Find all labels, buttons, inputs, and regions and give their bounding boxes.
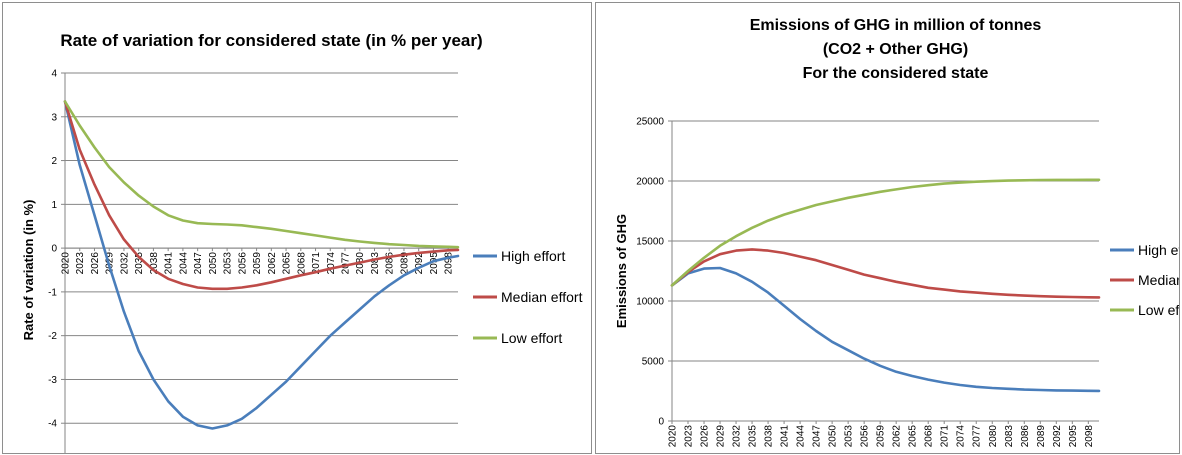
x-tick-label: 2047 — [193, 252, 204, 275]
x-tick-label: 2089 — [399, 252, 410, 275]
chart-panel-rate: Rate of variation for considered state (… — [2, 2, 592, 454]
y-axis-label: Emissions of GHG — [614, 214, 629, 328]
x-tick-label: 2065 — [908, 425, 919, 448]
legend-label-median: Median effort — [501, 289, 583, 305]
x-tick-label: 2080 — [988, 425, 999, 448]
y-tick-label: -1 — [48, 287, 57, 298]
x-tick-label: 2053 — [223, 252, 234, 275]
x-tick-label: 2068 — [296, 252, 307, 275]
x-tick-label: 2029 — [105, 252, 116, 275]
x-tick-label: 2065 — [282, 252, 293, 275]
y-tick-label: 0 — [51, 244, 57, 255]
x-tick-label: 2038 — [764, 425, 775, 448]
x-tick-label: 2086 — [385, 252, 396, 275]
x-tick-label: 2044 — [178, 252, 189, 275]
chart-title-line: For the considered state — [803, 65, 989, 82]
x-tick-label: 2077 — [972, 425, 983, 448]
x-tick-label: 2026 — [700, 425, 711, 448]
x-tick-label: 2050 — [208, 252, 219, 275]
legend-label-high: High effort — [501, 248, 565, 264]
x-tick-label: 2098 — [444, 252, 455, 275]
x-tick-label: 2068 — [924, 425, 935, 448]
x-tick-label: 2074 — [956, 425, 967, 448]
x-tick-label: 2098 — [1084, 425, 1095, 448]
y-tick-label: 5000 — [642, 357, 665, 368]
x-tick-label: 2044 — [796, 425, 807, 448]
legend-label-low: Low effort — [1138, 302, 1179, 318]
x-tick-label: 2059 — [876, 425, 887, 448]
y-tick-label: -3 — [48, 375, 57, 386]
chart-panel-emissions: Emissions of GHG in million of tonnes (CO… — [595, 2, 1180, 454]
legend-label-low: Low effort — [501, 330, 562, 346]
x-tick-label: 2062 — [892, 425, 903, 448]
x-tick-label: 2083 — [370, 252, 381, 275]
x-tick-label: 2032 — [119, 252, 130, 275]
x-tick-label: 2083 — [1004, 425, 1015, 448]
chart-title-line: (CO2 + Other GHG) — [823, 41, 968, 58]
y-tick-label: 0 — [658, 417, 664, 428]
x-tick-label: 2047 — [812, 425, 823, 448]
x-tick-label: 2041 — [164, 252, 175, 275]
x-tick-label: 2059 — [252, 252, 263, 275]
series-line-median — [63, 100, 460, 291]
x-tick-label: 2086 — [1020, 425, 1031, 448]
x-tick-label: 2071 — [311, 252, 322, 275]
x-tick-label: 2074 — [326, 252, 337, 275]
x-tick-label: 2077 — [341, 252, 352, 275]
x-tick-label: 2029 — [716, 425, 727, 448]
x-tick-label: 2020 — [668, 425, 679, 448]
rate-chart: Rate of variation for considered state (… — [21, 31, 583, 453]
emissions-chart: Emissions of GHG in million of tonnes (CO… — [614, 17, 1179, 448]
x-tick-label: 2035 — [134, 252, 145, 275]
x-tick-label: 2032 — [732, 425, 743, 448]
x-tick-label: 2053 — [844, 425, 855, 448]
x-tick-label: 2062 — [267, 252, 278, 275]
x-tick-label: 2089 — [1036, 425, 1047, 448]
y-tick-label: 1 — [51, 200, 57, 211]
x-tick-label: 2023 — [684, 425, 695, 448]
series-line-high — [63, 100, 460, 430]
x-tick-label: 2095 — [429, 252, 440, 275]
series-line-low — [670, 178, 1101, 287]
x-tick-label: 2035 — [748, 425, 759, 448]
x-tick-label: 2056 — [237, 252, 248, 275]
series-line-high — [670, 266, 1101, 393]
y-tick-label: 2 — [51, 156, 57, 167]
x-tick-label: 2092 — [414, 252, 425, 275]
y-tick-label: 3 — [51, 112, 57, 123]
x-tick-label: 2041 — [780, 425, 791, 448]
x-tick-label: 2095 — [1068, 425, 1079, 448]
series-line-median — [670, 248, 1101, 299]
x-tick-label: 2071 — [940, 425, 951, 448]
y-tick-label: 4 — [51, 69, 57, 80]
y-axis-label: Rate of variation (in %) — [21, 200, 36, 341]
legend-label-median: Median effort — [1138, 272, 1179, 288]
legend-label-high: High effort — [1138, 242, 1179, 258]
y-tick-label: 20000 — [636, 177, 664, 188]
x-tick-label: 2020 — [61, 252, 72, 275]
chart-title-line: Rate of variation for considered state (… — [60, 31, 482, 50]
series-line-low — [63, 100, 460, 249]
x-tick-label: 2026 — [90, 252, 101, 275]
x-tick-label: 2050 — [828, 425, 839, 448]
x-tick-label: 2038 — [149, 252, 160, 275]
x-tick-label: 2092 — [1052, 425, 1063, 448]
chart-title-line: Emissions of GHG in million of tonnes — [750, 17, 1042, 34]
y-tick-label: 15000 — [636, 237, 664, 248]
y-tick-label: -2 — [48, 331, 57, 342]
x-tick-label: 2023 — [75, 252, 86, 275]
y-tick-label: 25000 — [636, 117, 664, 128]
y-tick-label: 10000 — [636, 297, 664, 308]
y-tick-label: -4 — [48, 419, 57, 430]
x-tick-label: 2056 — [860, 425, 871, 448]
